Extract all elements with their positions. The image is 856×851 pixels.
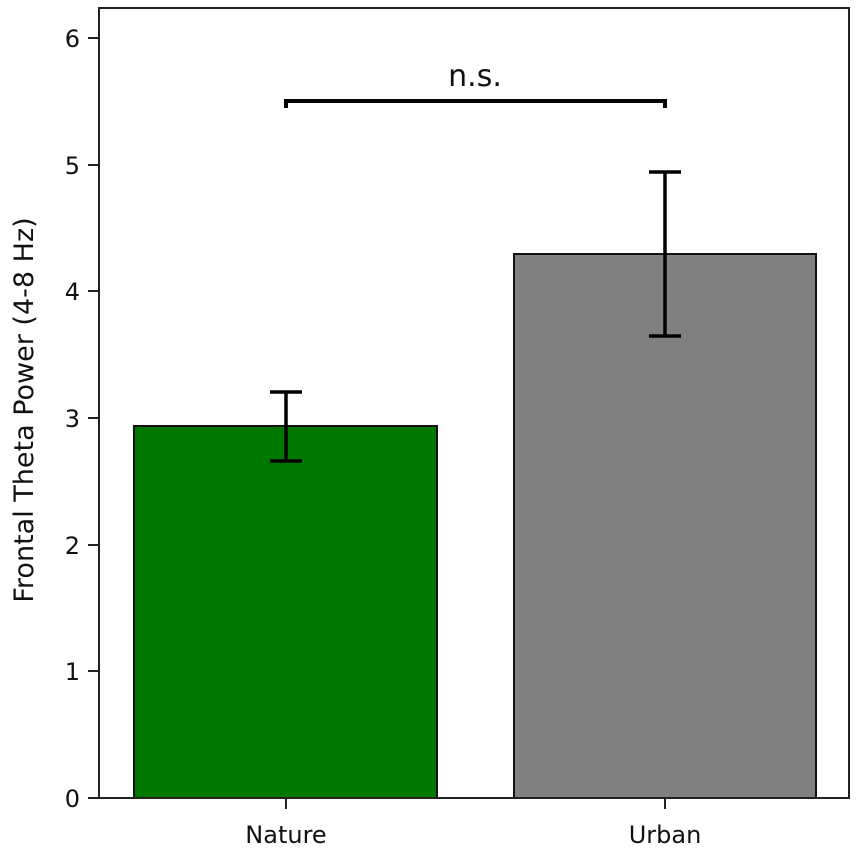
significance-bracket: n.s. xyxy=(284,59,667,108)
y-tick-6: 6 xyxy=(65,25,80,53)
x-axis-ticks: Nature Urban xyxy=(245,798,701,849)
error-bar-nature xyxy=(270,390,302,463)
y-tick-5: 5 xyxy=(65,152,80,180)
error-bar-urban xyxy=(649,170,681,338)
bar-nature xyxy=(133,425,438,799)
y-axis-label: Frontal Theta Power (4-8 Hz) xyxy=(9,217,40,602)
y-axis-ticks: 0 1 2 3 4 5 6 xyxy=(65,25,99,813)
y-tick-0: 0 xyxy=(65,785,80,813)
plot-frame xyxy=(98,7,850,799)
significance-label: n.s. xyxy=(448,59,502,94)
x-tick-urban: Urban xyxy=(629,821,702,849)
x-tick-nature: Nature xyxy=(245,821,326,849)
y-tick-4: 4 xyxy=(65,278,80,306)
y-tick-3: 3 xyxy=(65,405,80,433)
y-tick-2: 2 xyxy=(65,532,80,560)
y-tick-1: 1 xyxy=(65,658,80,686)
